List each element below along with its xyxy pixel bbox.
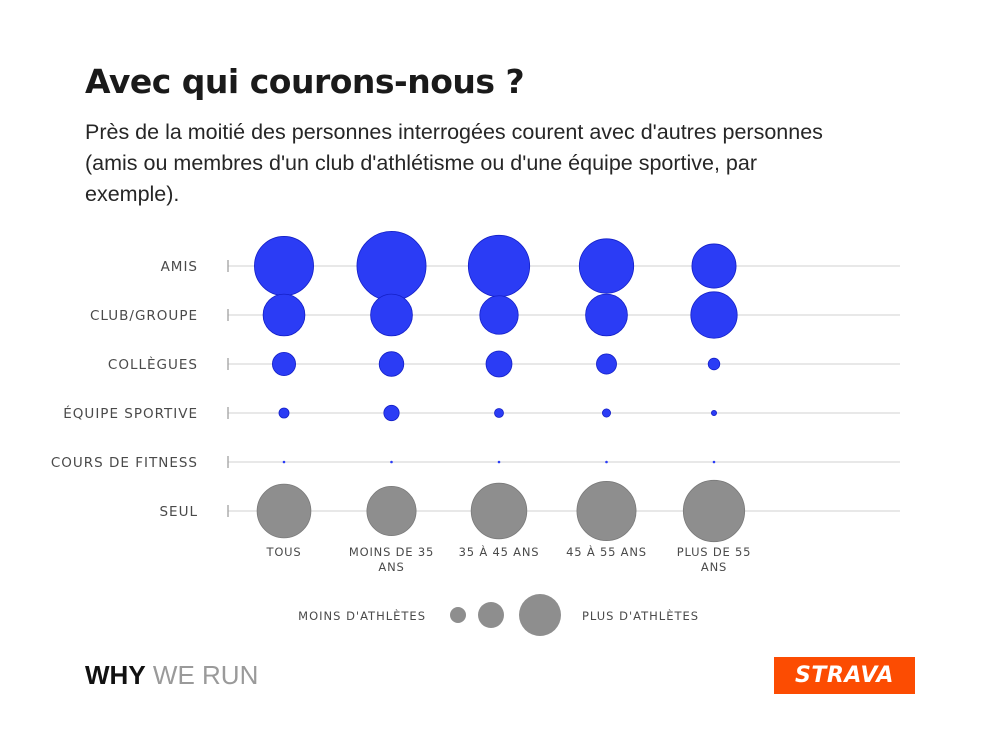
why-we-run-logo: WHY WE RUN: [85, 660, 258, 691]
chart-subtitle: Près de la moitié des personnes interrog…: [85, 120, 823, 206]
row-label: AMIS: [161, 259, 198, 275]
legend-bubble: [450, 607, 466, 623]
bubble: [256, 483, 312, 539]
brand-bold-text: WHY: [85, 660, 146, 690]
bubble: [370, 293, 413, 337]
column-label: MOINS DE 35 ANS: [349, 545, 434, 574]
row-label: CLUB/GROUPE: [90, 308, 198, 324]
column-label: TOUS: [266, 545, 302, 559]
bubble: [467, 234, 531, 298]
row-label: SEUL: [159, 504, 198, 520]
bubble: [682, 479, 746, 543]
column-label: PLUS DE 55 ANS: [677, 545, 752, 574]
legend-bubble: [478, 602, 504, 628]
column-label: 35 À 45 ANS: [459, 544, 540, 559]
legend-bubble: [519, 594, 561, 636]
bubble: [278, 407, 290, 419]
bubble: [378, 351, 405, 377]
bubble: [690, 291, 738, 339]
bubble: [494, 408, 504, 418]
bubble: [707, 357, 721, 371]
bubble: [497, 460, 501, 464]
bubble: [254, 236, 314, 296]
bubble: [383, 404, 400, 422]
column-label: 45 À 55 ANS: [566, 544, 647, 559]
chart-title: Avec qui courons-nous ?: [85, 62, 525, 101]
bubble: [479, 295, 519, 335]
bubble: [262, 293, 306, 337]
bubble: [282, 460, 286, 464]
legend-right-label: PLUS D'ATHLÈTES: [582, 608, 699, 623]
bubble: [576, 481, 637, 541]
bubble: [596, 353, 617, 375]
row-label: COLLÈGUES: [108, 356, 198, 373]
bubble: [712, 460, 716, 464]
bubble: [691, 243, 737, 289]
bubble: [470, 482, 528, 540]
row-label: ÉQUIPE SPORTIVE: [63, 405, 198, 422]
strava-logo: STRAVA: [774, 657, 915, 694]
bubble: [485, 350, 513, 378]
bubble: [356, 231, 427, 301]
bubble: [605, 460, 608, 464]
bubble: [578, 238, 635, 294]
row-label: COURS DE FITNESS: [51, 455, 198, 471]
bubble: [585, 293, 628, 337]
bubble: [272, 352, 296, 376]
bubble: [602, 408, 612, 418]
bubble: [390, 460, 393, 464]
brand-light-text: WE RUN: [152, 660, 259, 690]
bubble-chart: AMIS CLUB/GROUPE COLLÈGUES ÉQUIPE SPORTIVE C…: [51, 231, 900, 636]
bubble: [711, 410, 717, 416]
bubble: [366, 485, 417, 536]
legend-left-label: MOINS D'ATHLÈTES: [298, 608, 426, 623]
strava-logo-text: STRAVA: [795, 663, 894, 688]
